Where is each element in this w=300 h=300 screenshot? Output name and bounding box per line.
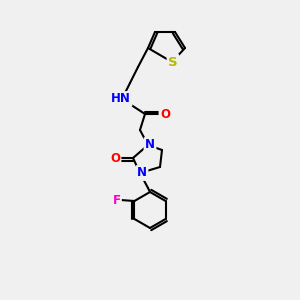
Text: O: O [110, 152, 120, 164]
Text: F: F [112, 194, 120, 206]
Text: HN: HN [111, 92, 131, 106]
Text: N: N [137, 167, 147, 179]
Text: O: O [160, 107, 170, 121]
Text: N: N [145, 139, 155, 152]
Text: S: S [168, 56, 178, 68]
